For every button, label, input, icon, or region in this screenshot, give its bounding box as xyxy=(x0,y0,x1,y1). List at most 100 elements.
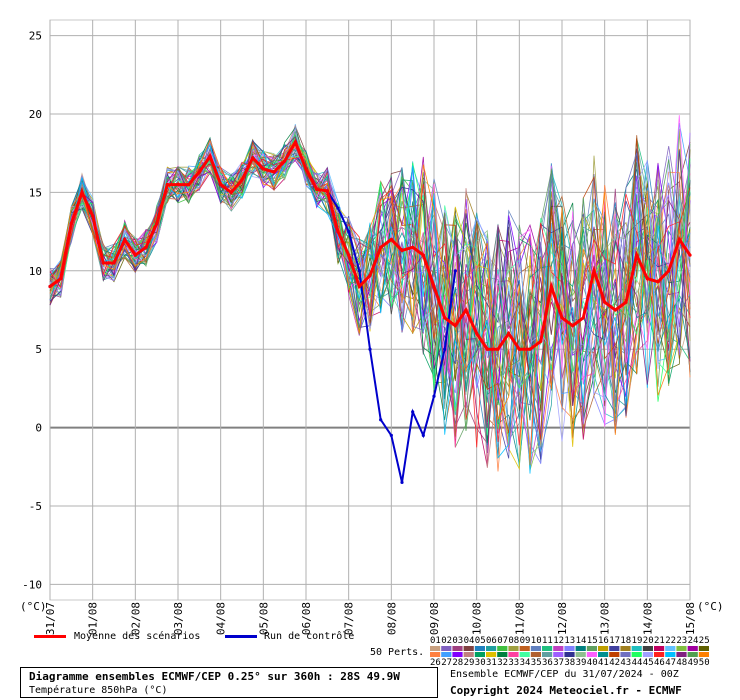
mean-point xyxy=(421,253,425,257)
mean-point xyxy=(165,182,169,187)
pert-id-label: 35 xyxy=(531,658,542,668)
pert-swatch xyxy=(654,652,665,657)
pert-id-label: 44 xyxy=(632,658,643,668)
pert-id-label: 15 xyxy=(587,636,598,646)
run-info: Ensemble ECMWF/CEP du 31/07/2024 - 00Z xyxy=(450,669,679,680)
pert-swatch xyxy=(474,652,485,657)
mean-point xyxy=(187,182,191,187)
pert-id-label: 22 xyxy=(665,636,676,646)
mean-point xyxy=(411,245,415,249)
control-point xyxy=(379,418,383,422)
mean-point xyxy=(464,308,468,312)
pert-id-label: 04 xyxy=(464,636,475,646)
chart-subtitle: Température 850hPa (°C) xyxy=(29,685,168,696)
pert-id-label: 37 xyxy=(553,658,564,668)
pert-id-label: 25 xyxy=(699,636,710,646)
pert-swatch xyxy=(530,646,541,651)
mean-point xyxy=(688,253,692,257)
perturbation-line xyxy=(49,147,691,432)
mean-point xyxy=(496,347,500,351)
pert-id-label: 48 xyxy=(676,658,687,668)
x-tick-label: 31/07 xyxy=(44,602,57,635)
pert-id-label: 45 xyxy=(643,658,654,668)
pert-id-label: 21 xyxy=(654,636,665,646)
pert-id-label: 43 xyxy=(620,658,631,668)
mean-point xyxy=(272,170,276,174)
pert-swatch xyxy=(631,646,642,651)
pert-id-label: 31 xyxy=(486,658,497,668)
pert-id-label: 17 xyxy=(609,636,620,646)
pert-swatch xyxy=(564,646,575,651)
pert-swatch xyxy=(519,652,530,657)
pert-id-label: 03 xyxy=(452,636,463,646)
pert-id-label: 30 xyxy=(475,658,486,668)
y-tick-label: -5 xyxy=(29,500,42,513)
pert-id-label: 12 xyxy=(553,636,564,646)
pert-swatch xyxy=(486,652,497,657)
mean-point xyxy=(336,230,340,234)
mean-point xyxy=(379,245,383,249)
control-point xyxy=(357,269,361,273)
perturbation-line xyxy=(49,140,691,432)
x-tick-label: 10/08 xyxy=(471,602,484,635)
mean-point xyxy=(656,280,660,284)
pert-swatch xyxy=(452,646,463,651)
control-point xyxy=(443,347,447,351)
ensemble-perturbation-lines xyxy=(49,115,691,474)
mean-point xyxy=(155,222,159,226)
mean-point xyxy=(667,269,671,273)
control-point xyxy=(347,230,351,234)
control-point xyxy=(453,269,457,273)
x-tick-label: 01/08 xyxy=(87,602,100,635)
pert-id-label: 02 xyxy=(441,636,452,646)
mean-point xyxy=(123,237,127,242)
perturbation-line xyxy=(49,135,691,429)
title-box: Diagramme ensembles ECMWF/CEP 0.25° sur … xyxy=(20,667,438,698)
y-tick-label: 0 xyxy=(35,422,42,435)
pert-id-label: 20 xyxy=(643,636,654,646)
pert-swatch xyxy=(598,652,609,657)
pert-swatch xyxy=(530,652,541,657)
control-point xyxy=(368,347,372,351)
x-tick-label: 05/08 xyxy=(257,602,270,635)
mean-point xyxy=(677,237,681,242)
legend-control-swatch xyxy=(225,635,257,638)
pert-swatch xyxy=(620,646,631,651)
pert-swatch xyxy=(698,646,709,651)
mean-point xyxy=(485,347,489,351)
pert-id-label: 10 xyxy=(531,636,542,646)
y-tick-label: 25 xyxy=(29,30,42,43)
copyright: Copyright 2024 Meteociel.fr - ECMWF xyxy=(450,684,682,697)
mean-point xyxy=(315,187,319,191)
perturbations-label: 50 Perts. xyxy=(370,647,425,658)
pert-id-label: 14 xyxy=(576,636,587,646)
y-tick-label: 5 xyxy=(35,343,42,356)
mean-point xyxy=(283,159,287,163)
pert-swatch xyxy=(508,652,519,657)
mean-point xyxy=(581,316,585,320)
pert-id-label: 49 xyxy=(688,658,699,668)
pert-id-label: 06 xyxy=(486,636,497,646)
y-tick-label: 15 xyxy=(29,186,42,199)
pert-id-label: 09 xyxy=(520,636,531,646)
x-tick-label: 12/08 xyxy=(556,602,569,635)
pert-swatch xyxy=(609,646,620,651)
pert-swatch xyxy=(497,646,508,651)
pert-swatch xyxy=(676,652,687,657)
perturbation-line xyxy=(49,132,691,464)
pert-id-label: 27 xyxy=(441,658,452,668)
mean-point xyxy=(507,331,511,336)
mean-point xyxy=(453,324,457,328)
pert-id-label: 11 xyxy=(542,636,553,646)
pert-swatch xyxy=(654,646,665,651)
pert-id-label: 23 xyxy=(676,636,687,646)
mean-point xyxy=(613,308,617,312)
mean-point xyxy=(208,154,212,158)
chart-title: Diagramme ensembles ECMWF/CEP 0.25° sur … xyxy=(29,670,400,683)
pert-id-label: 24 xyxy=(688,636,699,646)
pert-swatch xyxy=(631,652,642,657)
mean-point xyxy=(91,214,95,218)
legend-mean-label: Moyenne des scénarios xyxy=(74,631,201,642)
mean-point xyxy=(325,189,329,193)
legend-control-label: Run de contrôle xyxy=(264,631,355,642)
